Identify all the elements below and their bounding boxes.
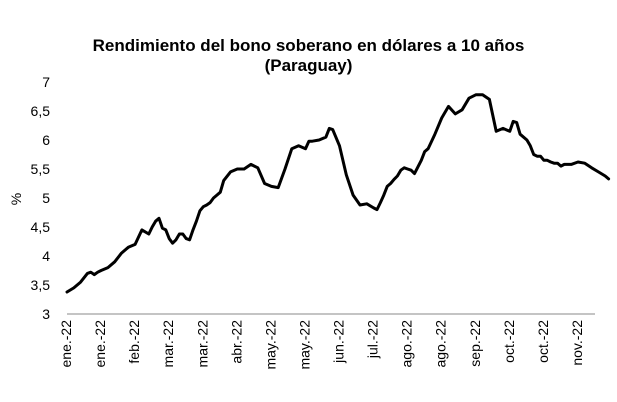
x-tick-label: mar.-22	[194, 320, 210, 368]
x-tick-label: nov.-22	[569, 320, 585, 366]
x-axis-tick-labels: ene.-22 ene.-22 feb.-22 mar.-22 mar.-22 abr.-…	[58, 320, 585, 370]
y-tick-label: 4,5	[31, 219, 51, 235]
y-tick-label: 6,5	[31, 103, 51, 119]
x-tick-label: may.-22	[296, 320, 312, 370]
y-tick-label: 3,5	[31, 277, 51, 293]
x-tick-label: mar.-22	[160, 320, 176, 368]
x-tick-label: jul.-22	[365, 320, 381, 359]
y-tick-label: 5	[42, 190, 50, 206]
chart-subtitle: (Paraguay)	[264, 56, 353, 75]
y-tick-label: 4	[42, 248, 50, 264]
x-tick-label: jun.-22	[331, 320, 347, 364]
x-tick-label: ene.-22	[58, 320, 74, 368]
x-tick-label: sep.-22	[467, 320, 483, 367]
y-tick-label: 5,5	[31, 161, 51, 177]
x-tick-label: ago.-22	[433, 320, 449, 368]
x-tick-label: ene.-22	[92, 320, 108, 368]
x-tick-label: may.-22	[262, 320, 278, 370]
y-tick-label: 7	[42, 74, 50, 90]
x-tick-label: oct.-22	[501, 320, 517, 363]
chart-title: Rendimiento del bono soberano en dólares…	[92, 36, 525, 55]
y-axis-tick-labels: 3 3,5 4 4,5 5 5,5 6 6,5 7	[31, 74, 51, 322]
x-tick-label: oct.-22	[535, 320, 551, 363]
y-tick-label: 3	[42, 306, 50, 322]
x-tick-label: feb.-22	[126, 320, 142, 364]
x-tick-label: ago.-22	[399, 320, 415, 368]
series-line	[65, 93, 611, 294]
y-tick-label: 6	[42, 132, 50, 148]
y-axis-label: %	[8, 193, 24, 205]
x-tick-label: abr.-22	[228, 320, 244, 364]
